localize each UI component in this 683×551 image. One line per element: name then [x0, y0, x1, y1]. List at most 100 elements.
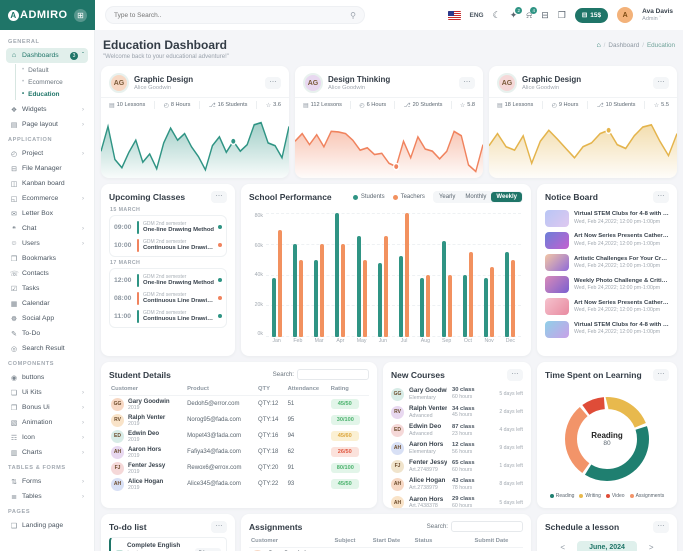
column-customer[interactable]: Customer — [109, 384, 186, 396]
bar-teachers-mar[interactable] — [320, 244, 325, 337]
bar-students-apr[interactable] — [335, 213, 340, 337]
notice-item[interactable]: Art Now Series Presents Catherine... Wed… — [545, 229, 669, 251]
table-row[interactable]: RV Ralph Venter 2019 Norog95@fada.com QTY… — [109, 412, 369, 428]
table-row[interactable]: ED Edwin Deo 2019 Mopet43@fada.com QTY:16… — [109, 428, 369, 444]
legend-teachers[interactable]: Teachers — [392, 194, 425, 200]
language-label[interactable]: ENG — [469, 11, 484, 19]
sidebar-subitem-education[interactable]: Education — [18, 88, 88, 100]
notice-item[interactable]: Virtual STEM Clubs for 4-8 with Destina.… — [545, 207, 669, 229]
home-icon[interactable]: ⌂ — [596, 42, 601, 49]
tab-yearly[interactable]: Yearly — [438, 194, 456, 200]
donut-segment-writing[interactable] — [565, 397, 649, 481]
sidebar-item-bookmarks[interactable]: ❒ Bookmarks — [10, 255, 56, 263]
sidebar-item-to-do[interactable]: ✎ To-Do — [11, 330, 41, 338]
bar-students-feb[interactable] — [292, 244, 297, 337]
sidebar-item-contacts[interactable]: ☏ Contacts — [10, 270, 49, 278]
avatar[interactable]: A — [617, 7, 634, 23]
upcoming-item[interactable]: 08:00 GDM 2nd semester Continuous Line D… — [114, 289, 222, 307]
column-product[interactable]: Product — [185, 384, 257, 396]
sidebar-item-tasks[interactable]: ☑ Tasks — [10, 285, 40, 293]
course-card-1[interactable]: AG Design Thinking Alice Goodwin ⋯ ▤ 112 … — [295, 66, 483, 178]
course-card-0[interactable]: AG Graphic Design Alice Goodwin ⋯ ▤ 10 Le… — [101, 66, 289, 178]
sidebar-item-letter-box[interactable]: ✉ Letter Box — [11, 210, 53, 218]
column-status[interactable]: Status — [412, 536, 473, 548]
sidebar-item-icon[interactable]: ☶ Icon › — [10, 434, 84, 442]
sidebar-item-landing-page[interactable]: ❑ Landing page — [10, 522, 64, 530]
bar-students-jul[interactable] — [399, 256, 404, 337]
tab-monthly[interactable]: Monthly — [465, 194, 487, 200]
sidebar-item-dashboards[interactable]: ⌂ Dashboards 3 ˇ — [6, 48, 88, 63]
bar-students-nov[interactable] — [484, 278, 489, 337]
bar-students-mar[interactable] — [314, 259, 319, 337]
legend-writing[interactable]: Writing — [579, 493, 601, 499]
donut-segment-assignments[interactable] — [565, 397, 649, 481]
bar-teachers-sep[interactable] — [447, 275, 452, 337]
bar-teachers-oct[interactable] — [468, 251, 473, 337]
upcoming-item[interactable]: 11:00 GDM 2nd semester Continuous Line D… — [114, 307, 222, 325]
sidebar-item-charts[interactable]: ▥ Charts › — [10, 449, 84, 457]
notice-item[interactable]: Art Now Series Presents Catherine... Wed… — [545, 296, 669, 318]
todo-item[interactable]: Complete English test Complete english t… — [109, 537, 227, 551]
bar-teachers-jul[interactable] — [405, 213, 410, 337]
star-icon[interactable]: ✦ 2 — [510, 6, 523, 20]
sidebar-item-ui-kits[interactable]: ❏ Ui Kits › — [10, 389, 84, 397]
bar-students-aug[interactable] — [420, 278, 425, 337]
sidebar-item-file-manager[interactable]: ⊟ File Manager — [11, 165, 62, 173]
tab-weekly[interactable]: Weekly — [491, 192, 522, 202]
assignments-search-input[interactable] — [451, 521, 523, 532]
legend-students[interactable]: Students — [352, 194, 385, 200]
notice-item[interactable]: Artistic Challenges For Your Creativ... … — [545, 251, 669, 273]
upcoming-item[interactable]: 09:00 GDM 2nd semester One-line Drawing … — [114, 218, 222, 236]
list-item[interactable]: AH Aaron Hors Elementary 12 class 56 hours… — [391, 439, 523, 457]
table-row[interactable]: AH Alice Hogan 2019 Alice345@fada.com QTY… — [109, 476, 369, 492]
notice-item[interactable]: Virtual STEM Clubs for 4-8 with Destina.… — [545, 318, 669, 340]
legend-reading[interactable]: Reading — [549, 493, 574, 499]
sidebar-item-bonus-ui[interactable]: ❐ Bonus Ui › — [10, 404, 84, 412]
bar-students-sep[interactable] — [441, 240, 446, 337]
next-month-button[interactable]: > — [648, 543, 654, 551]
column-start-date[interactable]: Start Date — [370, 536, 413, 548]
new-courses-menu-button[interactable]: ⋯ — [507, 369, 523, 381]
sidebar-item-calendar[interactable]: ▦ Calendar — [10, 300, 50, 308]
upcoming-item[interactable]: 10:00 GDM 2nd semester Continuous Line D… — [114, 236, 222, 254]
table-row[interactable]: GG Gary Goodwin 2019 Dedoh5@error.com QTY… — [109, 396, 369, 413]
table-row[interactable]: FJ Fenter Jessy 2019 Rewox6@errox.com QTY… — [109, 460, 369, 476]
sidebar-item-project[interactable]: ◴ Project › — [10, 150, 84, 158]
bookmark-icon[interactable]: ❒ — [557, 9, 566, 20]
table-row[interactable]: AH Aaron Hors 2019 Fafiya34@fada.com QTY:… — [109, 444, 369, 460]
sidebar-subitem-ecommerce[interactable]: Ecommerce — [18, 76, 88, 88]
todo-menu-button[interactable]: ⋯ — [211, 521, 227, 533]
column-attendance[interactable]: Attendance — [285, 384, 329, 396]
sidebar-item-tables[interactable]: ≣ Tables › — [11, 493, 84, 501]
sidebar-subitem-default[interactable]: Default — [18, 64, 88, 76]
sidebar-item-buttons[interactable]: ◉ buttons — [10, 374, 45, 382]
list-item[interactable]: FJ Fenter Jessy Art.2748979 65 class 60 ho… — [391, 457, 523, 475]
list-item[interactable]: RV Ralph Venter Advanced 34 class 45 hours… — [391, 403, 523, 421]
column-subject[interactable]: Subject — [332, 536, 371, 548]
sidebar-item-animation[interactable]: ▧ Animation › — [10, 419, 84, 427]
upcoming-menu-button[interactable]: ⋯ — [211, 191, 227, 203]
course-menu-button[interactable]: ⋯ — [459, 77, 475, 89]
search-input[interactable] — [114, 11, 351, 19]
list-item[interactable]: AH Aaron Hors Art.7438378 29 class 60 hour… — [391, 493, 523, 508]
todo-checkbox[interactable] — [116, 549, 123, 551]
moon-icon[interactable]: ☾ — [492, 9, 501, 20]
schedule-menu-button[interactable]: ⋯ — [653, 521, 669, 533]
sidebar-item-ecommerce[interactable]: ◱ Ecommerce › — [10, 195, 84, 203]
bar-teachers-feb[interactable] — [298, 259, 303, 337]
sidebar-item-search-result[interactable]: ◎ Search Result — [10, 345, 65, 353]
menu-grid-icon[interactable]: ⊞ — [74, 8, 87, 22]
time-spent-menu-button[interactable]: ⋯ — [653, 369, 669, 381]
donut-segment-reading[interactable] — [565, 397, 649, 481]
bar-students-may[interactable] — [356, 236, 361, 337]
archive-icon[interactable]: ⊟ — [541, 9, 549, 20]
course-menu-button[interactable]: ⋯ — [653, 77, 669, 89]
bar-teachers-may[interactable] — [362, 259, 367, 337]
bar-teachers-nov[interactable] — [490, 267, 495, 337]
sidebar-item-widgets[interactable]: ❖ Widgets › — [10, 106, 84, 114]
breadcrumb-dashboard[interactable]: Dashboard — [608, 42, 640, 49]
sidebar-item-social-app[interactable]: ☸ Social App — [10, 315, 55, 323]
bar-students-jan[interactable] — [271, 278, 276, 337]
column-submit-date[interactable]: Submit Date — [472, 536, 523, 548]
sidebar-item-chat[interactable]: ❝ Chat › — [6, 221, 88, 236]
